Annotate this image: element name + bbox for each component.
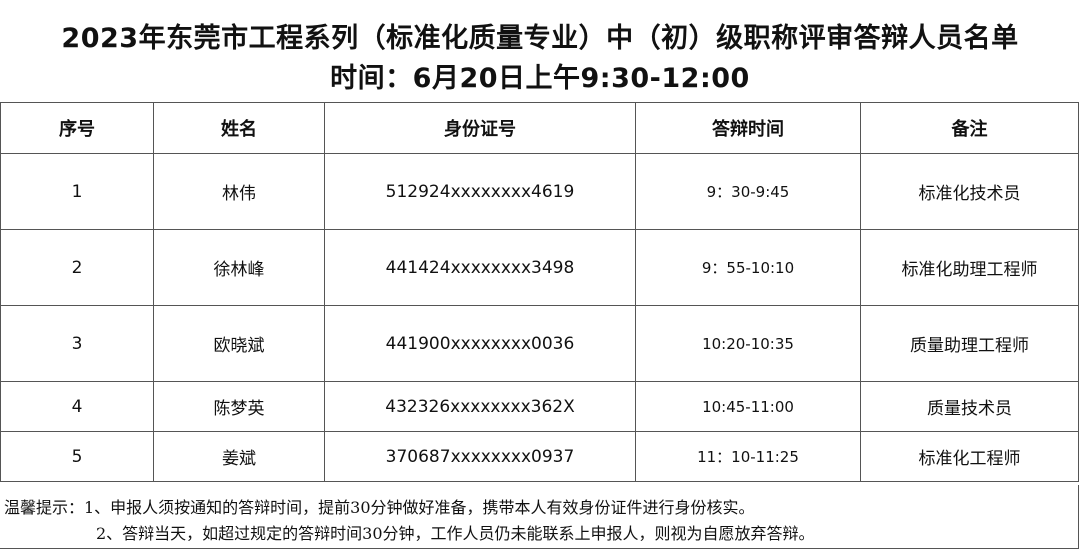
table-header-row: 序号 姓名 身份证号 答辩时间 备注 xyxy=(0,102,1079,154)
table-row: 1 林伟 512924xxxxxxxx4619 9：30-9:45 标准化技术员 xyxy=(0,153,1079,230)
cell-seq: 5 xyxy=(0,431,154,482)
cell-name: 陈梦英 xyxy=(153,381,325,432)
header-id: 身份证号 xyxy=(324,102,636,154)
table-row: 2 徐林峰 441424xxxxxxxx3498 9：55-10:10 标准化助… xyxy=(0,229,1079,306)
cell-id: 432326xxxxxxxx362X xyxy=(324,381,636,432)
note-1: 温馨提示：1、申报人须按通知的答辩时间，提前30分钟做好准备，携带本人有效身份证… xyxy=(4,498,755,517)
cell-name: 欧晓斌 xyxy=(153,305,325,382)
cell-name: 姜斌 xyxy=(153,431,325,482)
cell-remark: 标准化技术员 xyxy=(860,153,1079,230)
cell-remark: 质量技术员 xyxy=(860,381,1079,432)
candidate-table: 序号 姓名 身份证号 答辩时间 备注 1 林伟 512924xxxxxxxx46… xyxy=(0,102,1079,482)
cell-seq: 3 xyxy=(0,305,154,382)
cell-time: 10:45-11:00 xyxy=(635,381,861,432)
cell-seq: 4 xyxy=(0,381,154,432)
document-subtitle: 时间：6月20日上午9:30-12:00 xyxy=(330,63,750,94)
document-title: 2023年东莞市工程系列（标准化质量专业）中（初）级职称评审答辩人员名单 xyxy=(61,23,1019,54)
header-time: 答辩时间 xyxy=(635,102,861,154)
cell-seq: 1 xyxy=(0,153,154,230)
cell-time: 11：10-11:25 xyxy=(635,431,861,482)
cell-id: 441900xxxxxxxx0036 xyxy=(324,305,636,382)
cell-id: 441424xxxxxxxx3498 xyxy=(324,229,636,306)
header-name: 姓名 xyxy=(153,102,325,154)
cell-time: 9：55-10:10 xyxy=(635,229,861,306)
table-row: 5 姜斌 370687xxxxxxxx0937 11：10-11:25 标准化工… xyxy=(0,431,1079,482)
cell-remark: 质量助理工程师 xyxy=(860,305,1079,382)
cell-seq: 2 xyxy=(0,229,154,306)
notes-section: 温馨提示：1、申报人须按通知的答辩时间，提前30分钟做好准备，携带本人有效身份证… xyxy=(0,485,1079,549)
table-row: 4 陈梦英 432326xxxxxxxx362X 10:45-11:00 质量技… xyxy=(0,381,1079,432)
cell-time: 10:20-10:35 xyxy=(635,305,861,382)
note-2: 2、答辩当天，如超过规定的答辩时间30分钟，工作人员仍未能联系上申报人，则视为自… xyxy=(96,524,815,543)
header-seq: 序号 xyxy=(0,102,154,154)
cell-name: 徐林峰 xyxy=(153,229,325,306)
header-remark: 备注 xyxy=(860,102,1079,154)
table-row: 3 欧晓斌 441900xxxxxxxx0036 10:20-10:35 质量助… xyxy=(0,305,1079,382)
cell-name: 林伟 xyxy=(153,153,325,230)
cell-remark: 标准化助理工程师 xyxy=(860,229,1079,306)
cell-remark: 标准化工程师 xyxy=(860,431,1079,482)
cell-id: 370687xxxxxxxx0937 xyxy=(324,431,636,482)
cell-id: 512924xxxxxxxx4619 xyxy=(324,153,636,230)
cell-time: 9：30-9:45 xyxy=(635,153,861,230)
